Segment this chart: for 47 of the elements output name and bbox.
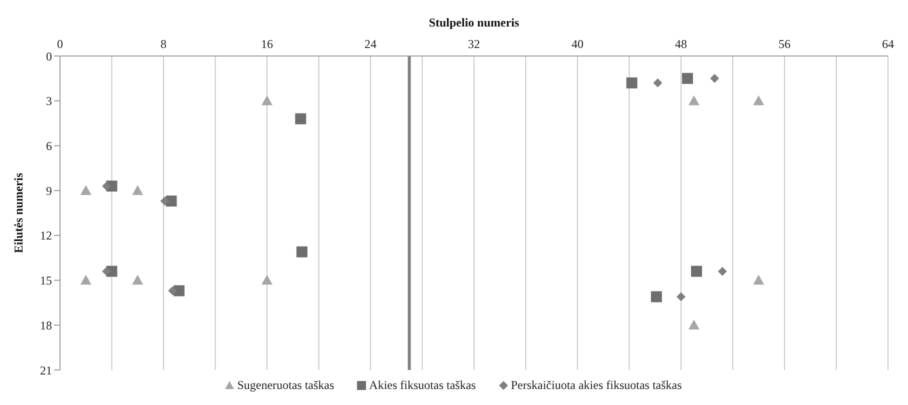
y-tick-label: 9 [46, 184, 52, 198]
point [262, 95, 272, 106]
y-tick-label: 3 [46, 94, 52, 108]
point [262, 274, 272, 285]
point [166, 196, 177, 207]
x-axis-title: Stulpelio numeris [428, 16, 520, 30]
x-tick-label: 64 [882, 37, 894, 51]
y-axis-title: Eilutės numeris [11, 172, 26, 254]
y-tick-label: 12 [40, 228, 52, 243]
point [626, 77, 638, 88]
point [132, 274, 144, 285]
point [688, 95, 700, 106]
point [676, 292, 686, 302]
x-tick-label: 40 [572, 37, 584, 51]
point [718, 266, 727, 276]
point [650, 291, 662, 302]
point [102, 182, 112, 191]
y-tick-label: 18 [40, 318, 52, 332]
point [80, 274, 92, 285]
legend-label: Sugeneruotas taškas [236, 378, 334, 393]
x-tick-label: 24 [364, 37, 376, 51]
x-tick-label: 16 [261, 37, 273, 51]
point [753, 95, 764, 106]
point [80, 185, 92, 195]
point [168, 286, 178, 296]
point [102, 266, 112, 276]
y-tick-label: 6 [46, 138, 52, 153]
point [160, 196, 170, 206]
point [653, 78, 662, 88]
x-tick-label: 56 [778, 37, 790, 51]
point [682, 72, 693, 84]
y-tick-label: 15 [40, 274, 52, 288]
point [691, 266, 702, 277]
point [296, 246, 308, 258]
point [132, 185, 144, 195]
legend-label: Akies fiksuotas taškas [368, 378, 476, 393]
x-tick-label: 32 [468, 37, 480, 51]
x-tick-label: 0 [57, 37, 63, 51]
point [688, 320, 700, 330]
point [753, 274, 764, 285]
point [295, 113, 306, 124]
x-tick-label: 8 [160, 37, 166, 51]
y-tick-label: 0 [46, 49, 52, 64]
x-tick-label: 48 [675, 37, 687, 51]
y-tick-label: 21 [40, 363, 52, 378]
point [710, 74, 720, 83]
legend-label: Perskaičiuota akies fiksuotas taškas [510, 378, 682, 393]
